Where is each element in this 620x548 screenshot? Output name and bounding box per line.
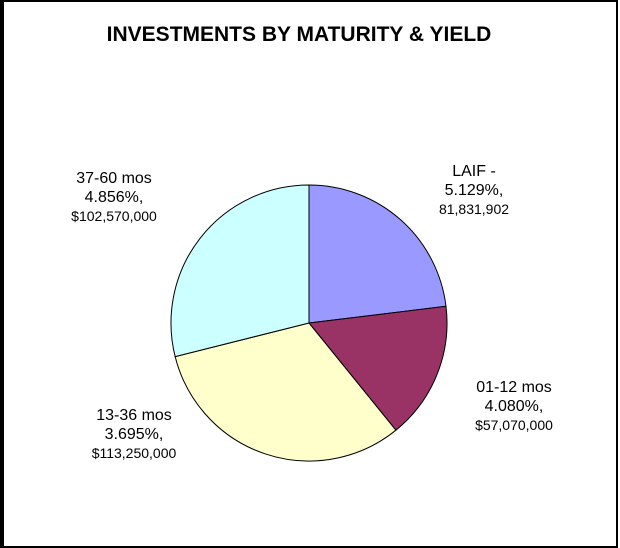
- pie-slice: [170, 184, 310, 358]
- pie-slice: [308, 305, 448, 431]
- slice-label: 13-36 mos 3.695%, $113,250,000: [74, 406, 194, 463]
- label-line: $102,570,000: [71, 208, 157, 224]
- label-line: 4.856%,: [84, 189, 144, 206]
- label-line: 5.129%,: [444, 182, 504, 199]
- label-line: $113,250,000: [91, 445, 177, 461]
- label-line: 81,831,902: [438, 201, 510, 217]
- pie-slice: [174, 322, 397, 462]
- plot: [170, 184, 448, 462]
- pie-slice: [308, 184, 447, 324]
- label-line: 37-60 mos: [76, 170, 152, 187]
- label-line: 01-12 mos: [476, 379, 552, 396]
- label-line: 13-36 mos: [96, 407, 172, 424]
- label-line: $57,070,000: [475, 417, 553, 433]
- label-line: 4.080%,: [484, 398, 544, 415]
- slice-label: 37-60 mos 4.856%, $102,570,000: [54, 169, 174, 226]
- label-line: 3.695%,: [104, 426, 164, 443]
- slice-label: LAIF - 5.129%, 81,831,902: [414, 162, 534, 219]
- label-line: LAIF -: [452, 163, 496, 180]
- slice-label: 01-12 mos 4.080%, $57,070,000: [449, 378, 579, 435]
- chart-title: INVESTMENTS BY MATURITY & YIELD: [106, 23, 492, 46]
